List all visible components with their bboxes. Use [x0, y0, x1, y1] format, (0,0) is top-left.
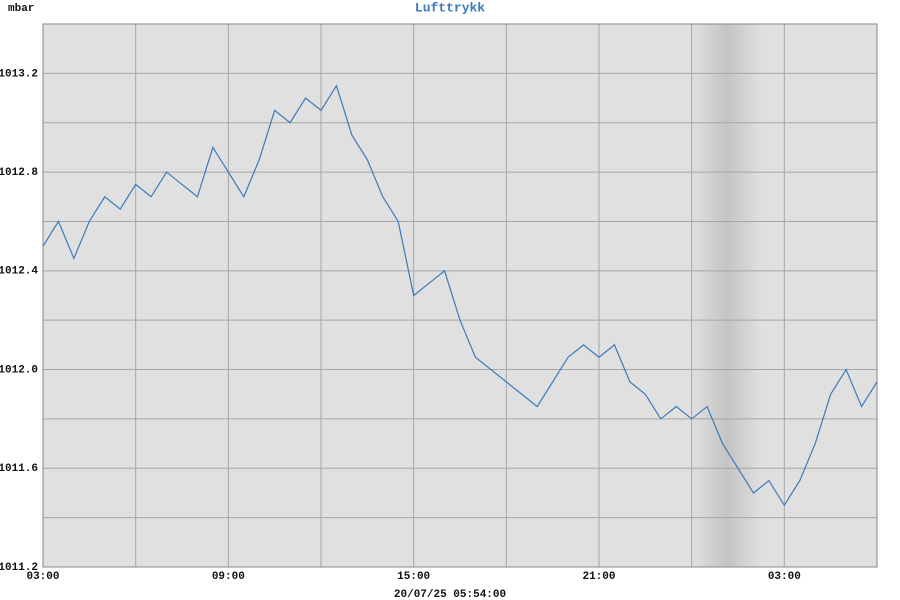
y-tick-label: 1012.4	[0, 266, 38, 278]
x-tick-label: 03:00	[26, 571, 59, 583]
x-tick-label: 21:00	[582, 571, 615, 583]
y-tick-label: 1013.2	[0, 68, 38, 80]
y-tick-label: 1012.8	[0, 167, 38, 179]
y-tick-label: 1011.6	[0, 463, 38, 475]
night-shade	[692, 24, 762, 567]
x-tick-label: 03:00	[768, 571, 801, 583]
x-tick-label: 09:00	[212, 571, 245, 583]
x-tick-label: 15:00	[397, 571, 430, 583]
chart-title: Lufttrykk	[415, 0, 485, 15]
subtitle: 20/07/25 05:54:00	[394, 589, 506, 600]
y-tick-label: 1012.0	[0, 364, 38, 376]
y-axis-label: mbar	[8, 3, 34, 15]
y-tick-label: 1011.2	[0, 562, 38, 574]
plot-border	[42, 23, 878, 568]
data-line	[42, 84, 878, 507]
